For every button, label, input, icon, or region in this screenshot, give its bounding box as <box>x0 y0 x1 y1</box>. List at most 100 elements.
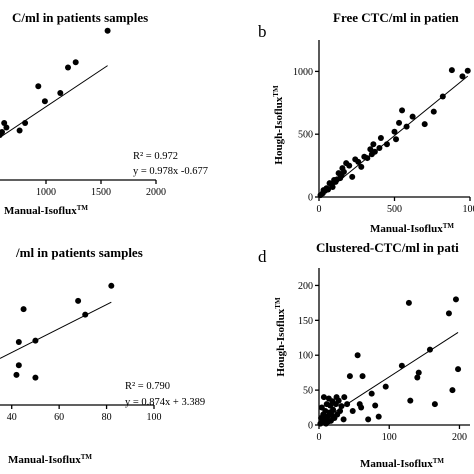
panel-b-x-tick-label: 0 <box>317 204 322 215</box>
panel-d-data-point <box>382 383 389 390</box>
panel-d-y-tick-label: 150 <box>298 316 313 327</box>
panel-d-data-point <box>320 394 327 401</box>
panel-d-data-point <box>414 374 421 381</box>
panel-d-data-point <box>349 408 356 415</box>
panel-d-data-point <box>415 369 422 376</box>
panel-c-data-point <box>32 374 39 381</box>
panel-a: C/ml in patients samples R² = 0.972 y = … <box>0 10 208 217</box>
panel-d-data-point <box>337 408 344 415</box>
panel-d-data-point <box>398 362 405 369</box>
panel-b-y-tick-label: 0 <box>308 193 313 204</box>
panel-d-y-tick-label: 50 <box>303 386 313 397</box>
panel-b-data-point <box>358 163 365 170</box>
panel-d-x-axis-label: Manual-IsofluxTM <box>360 457 444 470</box>
panel-a-data-point <box>1 120 8 126</box>
panel-b-data-point <box>377 134 384 141</box>
panel-c-title: /ml in patients samples <box>15 245 143 260</box>
panel-c: /ml in patients samples R² = 0.790 y = 0… <box>0 245 205 466</box>
panel-d-data-point <box>358 404 365 411</box>
panel-d-data-point <box>445 310 452 317</box>
panel-b-data-point <box>459 73 466 80</box>
panel-b-data-point <box>439 93 446 100</box>
panel-b-data-point <box>367 146 374 153</box>
panel-c-x-axis-label: Manual-IsofluxTM <box>8 453 92 466</box>
panel-b-data-point <box>393 136 400 143</box>
panel-c-regression-line <box>0 301 112 359</box>
panel-d-data-point <box>330 406 337 413</box>
panel-a-equation: y = 0.978x -0.677 <box>133 166 208 177</box>
panel-a-data-point <box>0 129 5 135</box>
panel-a-data-point <box>57 90 64 96</box>
panel-b-data-point <box>349 173 356 180</box>
panel-b-data-point <box>403 123 410 130</box>
panel-b-data-point <box>325 186 332 193</box>
panel-b-y-axis-label: Hough-IsofluxTM <box>272 85 285 165</box>
panel-a-data-point <box>3 124 10 131</box>
panel-d-data-point <box>340 416 347 423</box>
panel-b-y-tick-label: 1000 <box>293 67 313 78</box>
panel-d-data-point <box>368 390 375 397</box>
panel-c-r2: R² = 0.790 <box>125 381 170 392</box>
panel-b-x-tick-label: 100 <box>463 204 474 215</box>
panel-d-x-tick-label: 200 <box>452 432 467 443</box>
panel-a-x-tick-label: 1000 <box>36 187 56 198</box>
panel-d-y-axis-label: Hough-IsofluxTM <box>274 297 287 377</box>
panel-d-data-point <box>354 352 361 359</box>
panel-a-x-tick-label: 2000 <box>146 187 166 198</box>
panel-c-data-point <box>75 297 82 304</box>
panel-c-data-point <box>82 311 89 318</box>
panel-a-data-point <box>65 64 71 71</box>
panel-d-y-tick-label: 0 <box>308 421 313 432</box>
panel-c-data-point <box>108 282 115 289</box>
panel-b-data-point <box>364 155 371 162</box>
panel-b-data-point <box>340 168 347 175</box>
panel-a-title: C/ml in patients samples <box>12 10 148 25</box>
panel-b-x-axis-label: Manual-IsofluxTM <box>370 222 454 235</box>
panel-b-data-point <box>383 141 390 148</box>
panel-a-data-point <box>104 27 111 34</box>
panel-b-data-point <box>371 148 378 155</box>
panel-c-data-point <box>20 306 27 313</box>
panel-c-equation: y = 0.874x + 3.389 <box>125 397 205 408</box>
panel-d-data-point <box>335 397 342 404</box>
panel-a-regression-line <box>0 65 108 138</box>
panel-d-data-point <box>449 387 456 394</box>
panel-b-data-point <box>329 183 336 190</box>
panel-b-data-point <box>370 141 377 148</box>
panel-c-x-tick-label: 80 <box>102 412 112 423</box>
panel-d-data-point <box>452 296 459 303</box>
panel-b-data-point <box>391 128 398 135</box>
panel-d-data-point <box>344 401 351 408</box>
panel-b-data-point <box>399 107 406 114</box>
panel-b-data-point <box>430 108 437 115</box>
panel-c-x-tick-label: 100 <box>147 412 162 423</box>
panel-d-data-point <box>431 401 438 408</box>
panel-d-data-point <box>375 413 382 420</box>
panel-a-x-tick-label: 1500 <box>91 187 111 198</box>
panel-a-data-point <box>22 120 29 126</box>
panel-b-data-point <box>421 121 428 128</box>
panel-b-data-point <box>464 67 471 74</box>
panel-d-y-tick-label: 100 <box>298 351 313 362</box>
panel-d-data-point <box>426 346 433 353</box>
panel-d-data-point <box>455 366 462 373</box>
panel-c-data-point <box>32 337 39 344</box>
panel-b-y-tick-label: 500 <box>298 130 313 141</box>
panel-d-letter: d <box>258 247 267 266</box>
panel-d-data-point <box>346 373 353 380</box>
panel-a-data-point <box>16 127 23 134</box>
panel-d-data-point <box>407 397 414 404</box>
panel-b-data-point <box>346 162 353 169</box>
panel-b-letter: b <box>258 22 267 41</box>
panel-b-data-point <box>376 145 383 152</box>
panel-d: d Clustered-CTC/ml in pati Hough-Isoflux… <box>258 240 470 470</box>
panel-d-x-tick-label: 0 <box>317 432 322 443</box>
panel-a-data-point <box>72 59 79 66</box>
panel-d-x-tick-label: 100 <box>382 432 397 443</box>
panel-b-x-tick-label: 500 <box>387 204 402 215</box>
panel-a-x-axis-label: Manual-IsofluxTM <box>4 204 88 217</box>
panel-d-data-point <box>365 416 372 423</box>
panel-d-data-point <box>341 394 348 401</box>
panel-d-data-point <box>338 403 345 410</box>
